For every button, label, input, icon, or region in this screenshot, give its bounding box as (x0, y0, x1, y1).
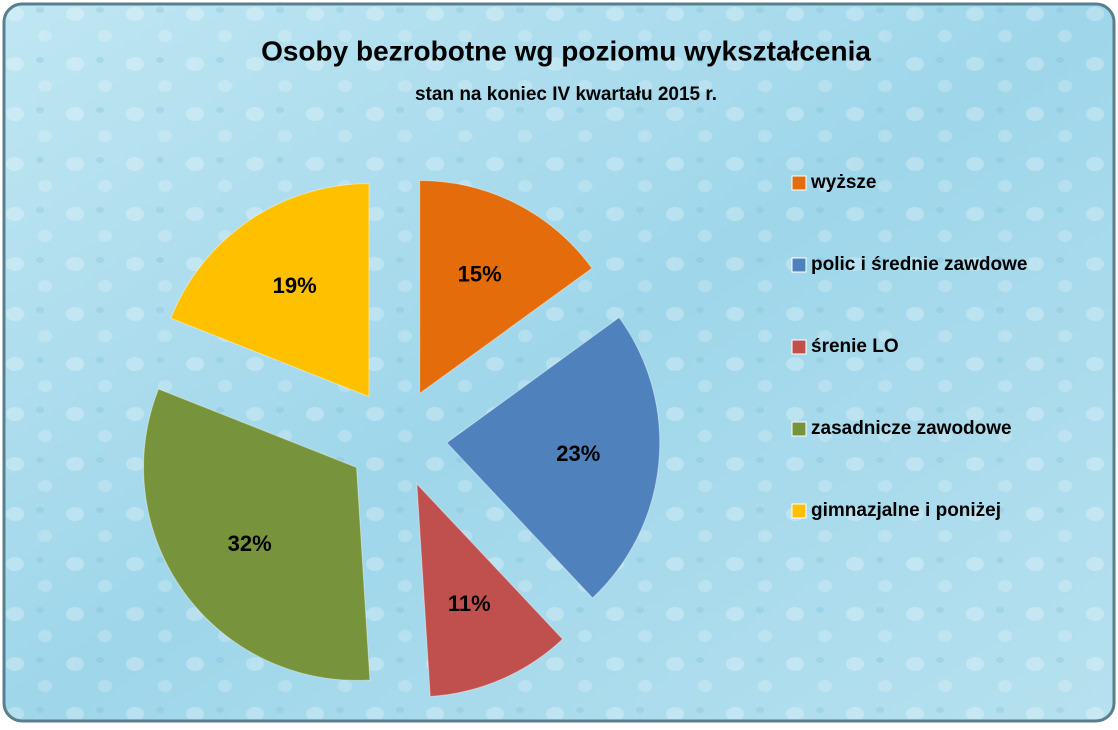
legend-label: wyższe (810, 172, 876, 193)
pie-slice (419, 179, 593, 395)
pie-slice (446, 316, 661, 599)
legend-marker (791, 503, 807, 519)
pie-slice (170, 183, 370, 398)
legend-label: śrenie LO (811, 336, 899, 357)
legend-label: polic i średnie zawdowe (811, 254, 1027, 275)
legend-label: gimnazjalne i poniżej (811, 500, 1001, 521)
legend-marker (791, 421, 807, 437)
legend-label: zasadnicze zawodowe (811, 418, 1012, 439)
pie-slice (143, 388, 371, 681)
pie-slice (416, 482, 564, 697)
data-label: 15% (458, 262, 502, 287)
data-label: 23% (556, 441, 600, 466)
chart-subtitle: stan na koniec IV kwartału 2015 r. (415, 84, 717, 105)
data-label: 32% (228, 531, 272, 556)
data-label: 19% (273, 273, 317, 298)
data-label: 11% (448, 591, 491, 616)
legend-marker (791, 175, 807, 191)
chart-title: Osoby bezrobotne wg poziomu wykształceni… (261, 35, 871, 66)
legend-marker (791, 339, 807, 355)
legend-marker (791, 257, 807, 273)
